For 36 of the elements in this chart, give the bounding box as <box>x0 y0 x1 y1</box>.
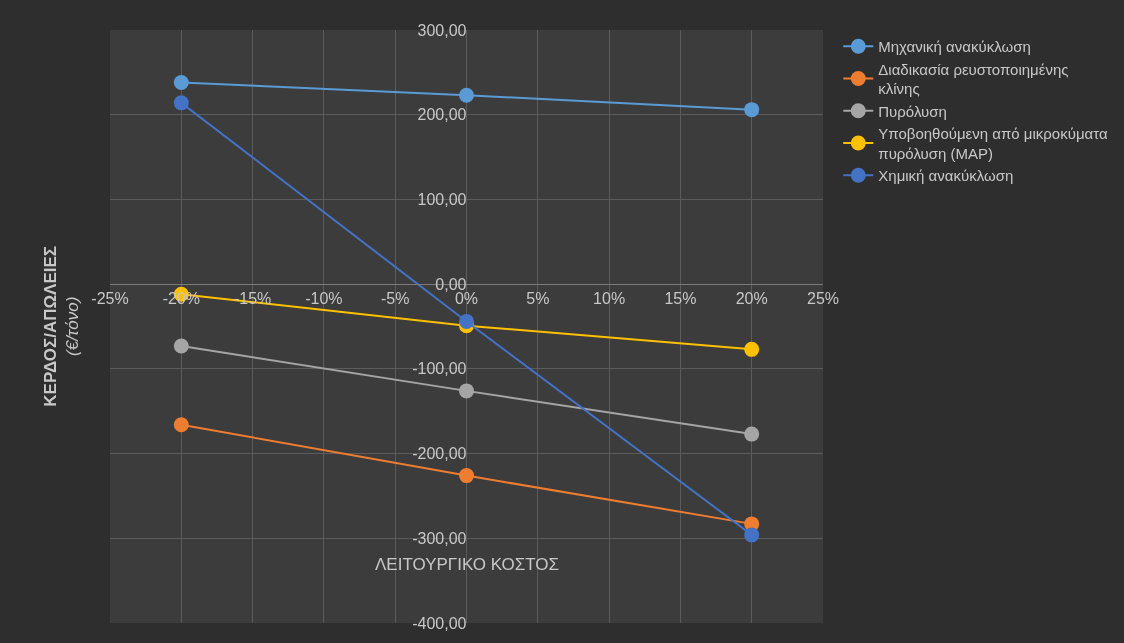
x-tick-label: 20% <box>735 290 768 308</box>
x-tick-label: -10% <box>305 290 343 308</box>
y-tick-label: 300,00 <box>417 21 467 39</box>
point <box>459 468 474 484</box>
y-tick-label: -300,00 <box>412 529 467 547</box>
x-tick-label: 15% <box>664 290 697 308</box>
legend-label: Πυρόλυση <box>878 102 947 120</box>
y-tick-label: -400,00 <box>412 614 467 632</box>
point <box>459 87 474 103</box>
point <box>744 527 760 543</box>
point <box>459 383 474 399</box>
y-tick-label: 200,00 <box>417 106 467 124</box>
point <box>459 313 474 329</box>
legend-label: Χημική ανακύκλωση <box>878 167 1014 185</box>
legend-label: Μηχανική ανακύκλωση <box>878 38 1031 56</box>
x-tick-label: -25% <box>91 290 129 308</box>
x-tick-label: 10% <box>593 290 626 308</box>
point <box>744 426 760 442</box>
x-tick-label: 5% <box>526 290 550 308</box>
y-tick-label: -200,00 <box>412 445 467 463</box>
x-tick-label: 25% <box>806 290 840 308</box>
y-tick-label: 100,00 <box>417 191 467 209</box>
x-tick-label: -5% <box>380 290 410 308</box>
y-axis-title: ΚΕΡΔΟΣ/ΑΠΩΛΕΙΕΣ (€/τόνο) <box>40 245 82 407</box>
point <box>173 75 189 91</box>
legend-label: Υποβοηθούμενη από μικροκύματα πυρόλυση (MAP) <box>878 125 1108 162</box>
point <box>173 417 189 433</box>
legend-label: Διαδικασία ρευστοποιημένης κλίνης <box>878 60 1069 98</box>
y-tick-label: 0,00 <box>435 275 467 293</box>
x-axis-title: ΛΕΙΤΟΥΡΓΙΚΟ ΚΟΣΤΟΣ <box>375 555 560 574</box>
y-tick-label: -100,00 <box>412 360 467 378</box>
point <box>744 341 760 357</box>
point <box>173 338 189 354</box>
point <box>744 102 760 118</box>
x-tick-label: 0% <box>454 290 479 308</box>
point <box>173 95 189 111</box>
